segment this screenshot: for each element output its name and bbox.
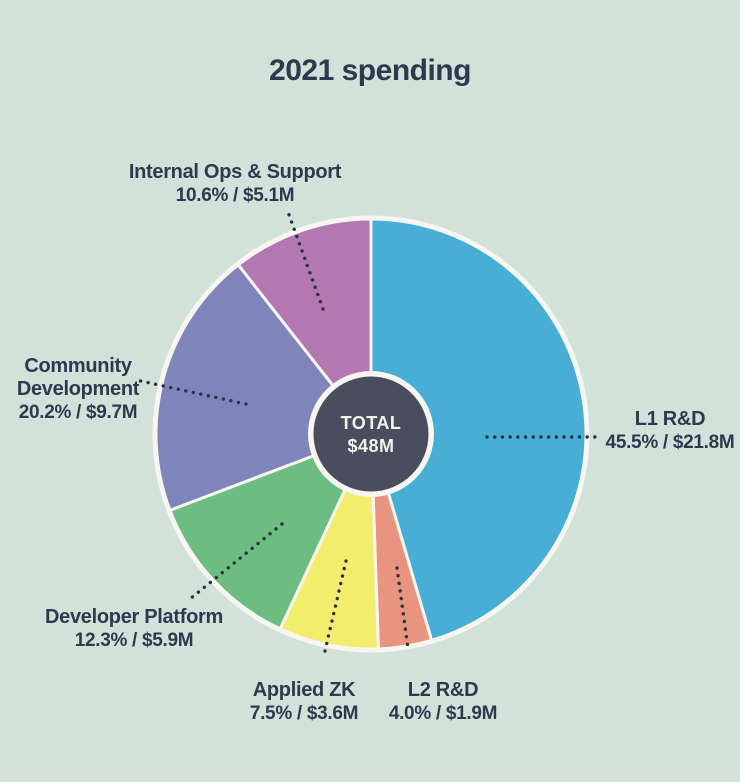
segment-name: Internal Ops & Support <box>128 161 342 183</box>
segment-detail: 20.2% / $9.7M <box>18 402 138 423</box>
leader-line-4 <box>134 378 248 406</box>
segment-name: Applied ZK <box>252 679 356 701</box>
segment-label-l1-rd: L1 R&D 45.5% / $21.8M <box>590 408 740 454</box>
leader-line-3 <box>188 522 284 601</box>
segment-label-developer-platform: Developer Platform 12.3% / $5.9M <box>24 606 244 652</box>
segment-detail: 7.5% / $3.6M <box>249 703 359 724</box>
segment-name: L1 R&D <box>634 408 706 430</box>
segment-detail: 4.0% / $1.9M <box>388 703 498 724</box>
segment-name: Developer Platform <box>45 606 223 628</box>
leader-lines-group <box>134 210 603 653</box>
total-value: $48M <box>347 436 394 456</box>
segment-detail: 45.5% / $21.8M <box>605 432 735 453</box>
leader-line-2 <box>323 559 348 653</box>
segment-detail: 12.3% / $5.9M <box>74 630 194 651</box>
total-label: TOTAL <box>341 413 402 433</box>
pie-outline <box>152 215 590 653</box>
segment-label-community-development: Community Development 20.2% / $9.7M <box>3 355 153 424</box>
page-title: 2021 spending <box>269 54 471 87</box>
segment-label-l2-rd: L2 R&D 4.0% / $1.9M <box>363 679 523 725</box>
segment-label-internal-ops: Internal Ops & Support 10.6% / $5.1M <box>85 161 385 207</box>
segment-label-applied-zk: Applied ZK 7.5% / $3.6M <box>224 679 384 725</box>
segment-name: L2 R&D <box>407 679 479 701</box>
donut-hole <box>313 376 429 492</box>
leader-line-5 <box>286 210 325 311</box>
segment-detail: 10.6% / $5.1M <box>175 185 295 206</box>
segment-name: Community Development <box>16 355 140 400</box>
